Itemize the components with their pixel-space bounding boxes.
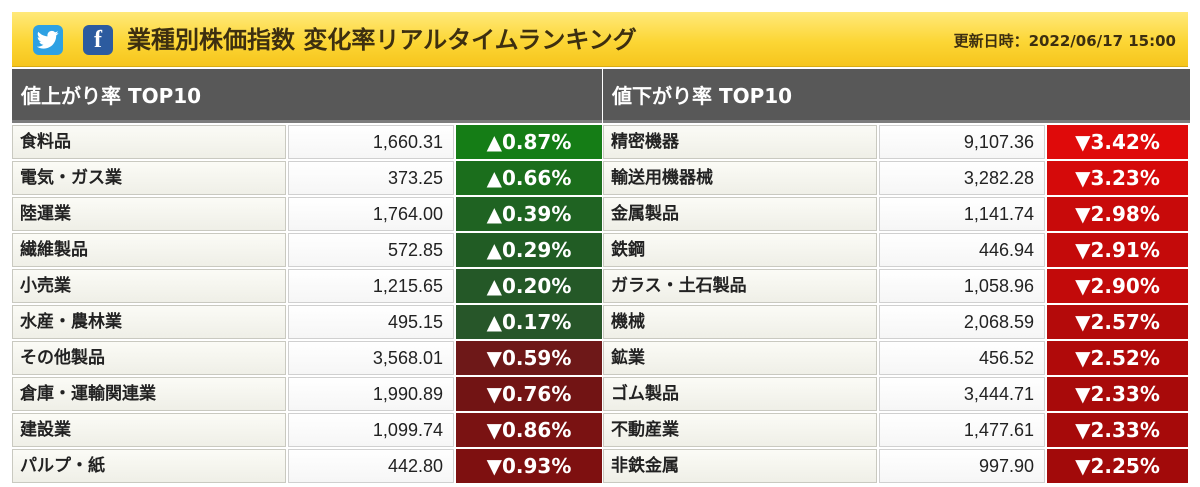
industry-name[interactable]: 陸運業 (12, 197, 286, 231)
change-rate-badge: ▼0.93% (456, 449, 602, 483)
change-rate-badge: ▼2.98% (1047, 197, 1188, 231)
table-row: 電気・ガス業 373.25 ▲0.66% (12, 161, 602, 195)
table-row: ガラス・土石製品 1,058.96 ▼2.90% (603, 269, 1190, 303)
index-value: 997.90 (879, 449, 1045, 483)
index-value: 3,282.28 (879, 161, 1045, 195)
update-timestamp: 更新日時：2022/06/17 15:00 (953, 32, 1176, 50)
index-value: 1,477.61 (879, 413, 1045, 447)
table-row: 精密機器 9,107.36 ▼3.42% (603, 125, 1190, 159)
index-value: 1,990.89 (288, 377, 454, 411)
industry-name[interactable]: その他製品 (12, 341, 286, 375)
change-rate-badge: ▲0.17% (456, 305, 602, 339)
page-title: 業種別株価指数 変化率リアルタイムランキング (127, 26, 637, 54)
table-row: 輸送用機器械 3,282.28 ▼3.23% (603, 161, 1190, 195)
gainers-table: 食料品 1,660.31 ▲0.87% 電気・ガス業 373.25 ▲0.66% 陸運業 1,… (12, 125, 602, 483)
change-rate-badge: ▼0.86% (456, 413, 602, 447)
table-row: 鉄鋼 446.94 ▼2.91% (603, 233, 1190, 267)
index-value: 1,058.96 (879, 269, 1045, 303)
table-row: 鉱業 456.52 ▼2.52% (603, 341, 1190, 375)
table-row: 小売業 1,215.65 ▲0.20% (12, 269, 602, 303)
industry-name[interactable]: 繊維製品 (12, 233, 286, 267)
table-row: 金属製品 1,141.74 ▼2.98% (603, 197, 1190, 231)
table-row: 繊維製品 572.85 ▲0.29% (12, 233, 602, 267)
change-rate-badge: ▼3.23% (1047, 161, 1188, 195)
industry-name[interactable]: 水産・農林業 (12, 305, 286, 339)
table-row: 水産・農林業 495.15 ▲0.17% (12, 305, 602, 339)
industry-name[interactable]: ガラス・土石製品 (603, 269, 877, 303)
table-row: ゴム製品 3,444.71 ▼2.33% (603, 377, 1190, 411)
losers-panel: 値下がり率 TOP10 精密機器 9,107.36 ▼3.42% 輸送用機器械 3,28… (603, 69, 1190, 483)
table-row: 機械 2,068.59 ▼2.57% (603, 305, 1190, 339)
table-row: 倉庫・運輸関連業 1,990.89 ▼0.76% (12, 377, 602, 411)
industry-name[interactable]: 輸送用機器械 (603, 161, 877, 195)
change-rate-badge: ▼3.42% (1047, 125, 1188, 159)
losers-table: 精密機器 9,107.36 ▼3.42% 輸送用機器械 3,282.28 ▼3.23% 金属… (603, 125, 1190, 483)
industry-name[interactable]: ゴム製品 (603, 377, 877, 411)
twitter-icon[interactable] (33, 25, 63, 55)
index-value: 456.52 (879, 341, 1045, 375)
change-rate-badge: ▼0.76% (456, 377, 602, 411)
industry-name[interactable]: 鉱業 (603, 341, 877, 375)
change-rate-badge: ▼2.52% (1047, 341, 1188, 375)
gainers-heading: 値上がり率 TOP10 (12, 69, 602, 123)
table-row: 不動産業 1,477.61 ▼2.33% (603, 413, 1190, 447)
index-value: 3,568.01 (288, 341, 454, 375)
industry-name[interactable]: 倉庫・運輸関連業 (12, 377, 286, 411)
change-rate-badge: ▼2.33% (1047, 377, 1188, 411)
twitter-bird-icon (37, 30, 59, 49)
industry-name[interactable]: 建設業 (12, 413, 286, 447)
industry-name[interactable]: パルプ・紙 (12, 449, 286, 483)
index-value: 442.80 (288, 449, 454, 483)
industry-name[interactable]: 非鉄金属 (603, 449, 877, 483)
index-value: 3,444.71 (879, 377, 1045, 411)
industry-name[interactable]: 鉄鋼 (603, 233, 877, 267)
table-row: 非鉄金属 997.90 ▼2.25% (603, 449, 1190, 483)
change-rate-badge: ▼2.57% (1047, 305, 1188, 339)
change-rate-badge: ▲0.29% (456, 233, 602, 267)
table-row: 建設業 1,099.74 ▼0.86% (12, 413, 602, 447)
table-row: 陸運業 1,764.00 ▲0.39% (12, 197, 602, 231)
industry-name[interactable]: 精密機器 (603, 125, 877, 159)
change-rate-badge: ▼2.90% (1047, 269, 1188, 303)
index-value: 495.15 (288, 305, 454, 339)
change-rate-badge: ▲0.39% (456, 197, 602, 231)
change-rate-badge: ▼2.33% (1047, 413, 1188, 447)
gainers-panel: 値上がり率 TOP10 食料品 1,660.31 ▲0.87% 電気・ガス業 373.2… (12, 69, 602, 483)
industry-name[interactable]: 食料品 (12, 125, 286, 159)
change-rate-badge: ▲0.20% (456, 269, 602, 303)
industry-name[interactable]: 機械 (603, 305, 877, 339)
title-bar: f 業種別株価指数 変化率リアルタイムランキング 更新日時：2022/06/17… (12, 12, 1188, 67)
index-value: 1,099.74 (288, 413, 454, 447)
index-value: 1,764.00 (288, 197, 454, 231)
index-value: 1,660.31 (288, 125, 454, 159)
industry-name[interactable]: 電気・ガス業 (12, 161, 286, 195)
table-row: 食料品 1,660.31 ▲0.87% (12, 125, 602, 159)
index-value: 9,107.36 (879, 125, 1045, 159)
losers-heading: 値下がり率 TOP10 (603, 69, 1190, 123)
industry-name[interactable]: 小売業 (12, 269, 286, 303)
index-value: 2,068.59 (879, 305, 1045, 339)
change-rate-badge: ▼2.25% (1047, 449, 1188, 483)
change-rate-badge: ▼0.59% (456, 341, 602, 375)
index-value: 446.94 (879, 233, 1045, 267)
table-row: パルプ・紙 442.80 ▼0.93% (12, 449, 602, 483)
industry-name[interactable]: 金属製品 (603, 197, 877, 231)
index-value: 572.85 (288, 233, 454, 267)
change-rate-badge: ▼2.91% (1047, 233, 1188, 267)
index-value: 373.25 (288, 161, 454, 195)
change-rate-badge: ▲0.66% (456, 161, 602, 195)
index-value: 1,215.65 (288, 269, 454, 303)
table-row: その他製品 3,568.01 ▼0.59% (12, 341, 602, 375)
index-value: 1,141.74 (879, 197, 1045, 231)
change-rate-badge: ▲0.87% (456, 125, 602, 159)
facebook-icon[interactable]: f (83, 25, 113, 55)
industry-name[interactable]: 不動産業 (603, 413, 877, 447)
